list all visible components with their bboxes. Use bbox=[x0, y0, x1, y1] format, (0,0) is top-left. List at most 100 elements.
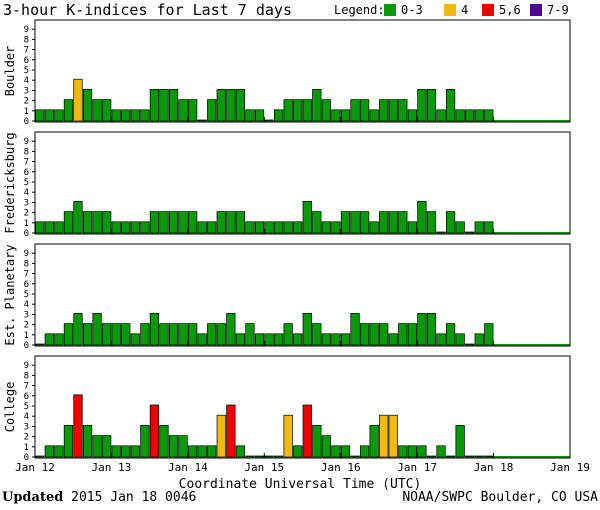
k-index-bar bbox=[254, 109, 265, 122]
x-tick-label: Jan 15 bbox=[244, 461, 284, 474]
legend-entry-2: 4 bbox=[461, 3, 468, 17]
k-index-bar bbox=[302, 201, 312, 234]
k-index-bar bbox=[82, 211, 93, 234]
chart-title: 3-hour K-indices for Last 7 days bbox=[3, 1, 292, 19]
k-index-bar bbox=[73, 201, 83, 234]
k-index-bar bbox=[455, 425, 465, 458]
k-index-bar bbox=[426, 455, 437, 458]
updated-timestamp: 2015 Jan 18 0046 bbox=[71, 490, 197, 505]
y-tick-label: 4 bbox=[24, 188, 29, 198]
y-tick-label: 8 bbox=[24, 371, 29, 381]
y-tick-label: 1 bbox=[24, 219, 29, 229]
k-index-bar bbox=[445, 323, 456, 346]
k-index-bar bbox=[168, 211, 179, 234]
k-index-bar bbox=[350, 455, 360, 458]
k-index-bar bbox=[254, 333, 265, 346]
k-index-bar bbox=[359, 99, 370, 122]
k-index-bar bbox=[54, 109, 64, 122]
y-tick-label: 7 bbox=[24, 270, 29, 280]
k-index-bar bbox=[293, 99, 303, 122]
k-index-bar bbox=[178, 211, 188, 234]
k-index-bar bbox=[92, 211, 102, 234]
k-index-bar bbox=[436, 109, 446, 122]
k-index-bar bbox=[484, 109, 494, 122]
k-index-bar bbox=[140, 109, 150, 122]
k-index-bar bbox=[121, 445, 131, 458]
panel-frame bbox=[34, 355, 571, 459]
updated-label: Updated bbox=[2, 490, 64, 505]
y-tick-label: 4 bbox=[24, 412, 29, 422]
y-tick-label: 6 bbox=[24, 168, 29, 178]
k-index-bar bbox=[254, 221, 265, 234]
k-index-bar bbox=[149, 404, 160, 458]
k-index-bar bbox=[273, 455, 284, 458]
y-tick-label: 7 bbox=[24, 382, 29, 392]
k-index-bar bbox=[369, 425, 379, 458]
legend-entry-4: 7-9 bbox=[547, 3, 569, 17]
k-index-bar bbox=[398, 99, 408, 122]
k-index-bar bbox=[484, 323, 494, 346]
k-index-bar bbox=[273, 333, 284, 346]
updated-line: Updated 2015 Jan 18 0046 bbox=[2, 490, 196, 505]
k-index-bar bbox=[178, 435, 188, 458]
chart-panels: 0123456789Boulder0123456789Fredericksbur… bbox=[3, 19, 571, 463]
y-tick-label: 2 bbox=[24, 433, 29, 443]
k-index-bar bbox=[379, 323, 389, 346]
x-tick-label: Jan 17 bbox=[397, 461, 437, 474]
y-tick-label: 6 bbox=[24, 392, 29, 402]
k-index-bar bbox=[140, 323, 150, 346]
k-index-bar bbox=[82, 323, 93, 346]
k-index-bar bbox=[121, 109, 131, 122]
k-index-bar bbox=[35, 343, 45, 346]
k-index-bar bbox=[92, 99, 102, 122]
k-index-bar bbox=[111, 221, 121, 234]
k-index-bar bbox=[321, 99, 332, 122]
k-index-bar bbox=[35, 455, 45, 458]
k-index-bar bbox=[111, 323, 121, 346]
k-index-bar bbox=[111, 109, 121, 122]
k-index-bar bbox=[283, 221, 293, 234]
k-index-bar bbox=[207, 445, 217, 458]
k-index-bar bbox=[178, 99, 188, 122]
k-index-bar bbox=[417, 313, 427, 346]
x-tick-label: Jan 14 bbox=[168, 461, 208, 474]
k-index-bar bbox=[312, 425, 322, 458]
legend: 0-3 4 5,6 7-9 bbox=[384, 3, 569, 17]
k-index-bar bbox=[417, 89, 427, 122]
k-index-bar bbox=[73, 394, 83, 458]
k-index-bar bbox=[455, 333, 465, 346]
k-index-bar bbox=[388, 99, 398, 122]
legend-swatch-3 bbox=[482, 4, 494, 16]
k-index-bar bbox=[388, 211, 398, 234]
panel-label: Est. Planetary bbox=[3, 244, 17, 345]
k-index-bar bbox=[44, 109, 54, 122]
k-index-bar bbox=[445, 455, 456, 458]
k-index-bar bbox=[379, 99, 389, 122]
x-tick-label: Jan 12 bbox=[15, 461, 55, 474]
y-tick-label: 8 bbox=[24, 147, 29, 157]
baseline-remainder bbox=[493, 232, 570, 234]
k-index-bar bbox=[216, 414, 226, 458]
y-tick-label: 9 bbox=[24, 25, 29, 35]
k-index-bar bbox=[321, 221, 332, 234]
k-index-bar bbox=[273, 109, 284, 122]
k-index-bar bbox=[474, 109, 484, 122]
k-index-bar bbox=[197, 221, 207, 234]
k-index-bar bbox=[264, 221, 274, 234]
y-tick-label: 4 bbox=[24, 300, 29, 310]
k-index-bar bbox=[436, 333, 446, 346]
k-index-bar bbox=[188, 445, 198, 458]
k-index-bar bbox=[63, 211, 74, 234]
k-index-bar bbox=[388, 414, 398, 458]
k-index-bar bbox=[73, 313, 83, 346]
k-index-bar bbox=[245, 221, 255, 234]
legend-entry-3: 5,6 bbox=[499, 3, 521, 17]
k-index-bar bbox=[379, 414, 389, 458]
k-index-bar bbox=[293, 333, 303, 346]
k-index-bar bbox=[426, 313, 437, 346]
k-index-bar bbox=[407, 323, 417, 346]
x-tick-label: Jan 18 bbox=[474, 461, 514, 474]
